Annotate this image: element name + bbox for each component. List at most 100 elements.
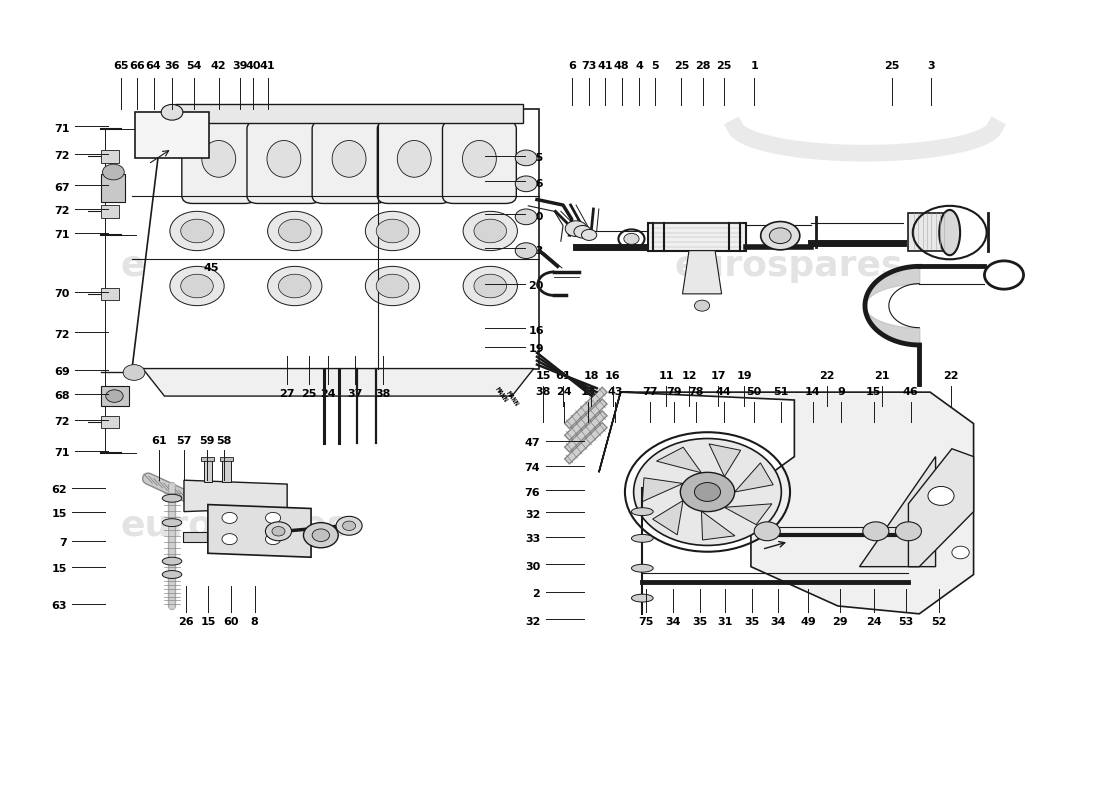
Circle shape [180, 219, 213, 242]
Text: 33: 33 [525, 534, 540, 544]
Text: 51: 51 [773, 387, 789, 397]
Text: 25: 25 [884, 61, 900, 71]
Text: 24: 24 [320, 389, 337, 398]
Polygon shape [735, 463, 773, 492]
Circle shape [515, 150, 537, 166]
Bar [101, 174, 125, 202]
Text: 10: 10 [528, 212, 543, 222]
Text: 25: 25 [673, 61, 689, 71]
Text: 47: 47 [525, 438, 540, 448]
Circle shape [222, 534, 238, 545]
Circle shape [582, 230, 596, 241]
Text: 66: 66 [130, 61, 145, 71]
Text: 9: 9 [837, 387, 845, 397]
Polygon shape [143, 369, 534, 396]
Ellipse shape [163, 494, 182, 502]
Text: 41: 41 [260, 61, 275, 71]
Text: MANN: MANN [505, 390, 519, 407]
Text: 26: 26 [178, 617, 194, 626]
Circle shape [267, 211, 322, 250]
Text: 61: 61 [151, 436, 167, 446]
Text: 23: 23 [528, 246, 543, 256]
Text: 24: 24 [866, 617, 881, 626]
Circle shape [265, 534, 280, 545]
FancyBboxPatch shape [312, 121, 386, 203]
Text: 39: 39 [233, 61, 249, 71]
Text: 22: 22 [820, 371, 835, 382]
Bar [101, 386, 129, 406]
Polygon shape [657, 447, 702, 473]
Polygon shape [208, 505, 311, 558]
Circle shape [342, 521, 355, 530]
Text: 71: 71 [54, 230, 70, 240]
Text: 62: 62 [51, 486, 67, 495]
Text: 16: 16 [605, 371, 620, 382]
Text: 77: 77 [642, 387, 658, 397]
Polygon shape [598, 392, 974, 614]
Bar [101, 205, 119, 218]
Text: 48: 48 [614, 61, 629, 71]
Circle shape [336, 516, 362, 535]
Text: 67: 67 [54, 182, 70, 193]
Circle shape [162, 105, 183, 120]
Text: 53: 53 [899, 617, 914, 626]
Circle shape [265, 513, 280, 523]
Circle shape [565, 221, 587, 237]
Polygon shape [710, 444, 740, 477]
Text: 65: 65 [113, 61, 129, 71]
Ellipse shape [267, 141, 300, 178]
Text: 34: 34 [666, 617, 681, 626]
Circle shape [761, 222, 800, 250]
Circle shape [463, 211, 517, 250]
Circle shape [574, 226, 592, 238]
Text: 15: 15 [866, 387, 881, 397]
Text: 22: 22 [943, 371, 958, 382]
Circle shape [515, 242, 537, 258]
Text: 76: 76 [525, 488, 540, 498]
Bar [222, 460, 231, 482]
Circle shape [222, 513, 238, 523]
Bar [183, 532, 207, 542]
Ellipse shape [163, 558, 182, 565]
Text: 37: 37 [346, 389, 362, 398]
Circle shape [694, 300, 710, 311]
FancyBboxPatch shape [182, 121, 255, 203]
Circle shape [169, 211, 224, 250]
Text: 7: 7 [59, 538, 67, 548]
Text: 79: 79 [666, 387, 682, 397]
Polygon shape [859, 457, 936, 566]
Circle shape [895, 522, 922, 541]
Text: 25: 25 [301, 389, 317, 398]
Text: 3: 3 [927, 61, 935, 71]
Bar [220, 457, 233, 462]
Text: 28: 28 [695, 61, 711, 71]
Ellipse shape [631, 564, 653, 572]
Text: 56: 56 [528, 179, 543, 189]
Text: 72: 72 [54, 330, 70, 340]
Text: 5: 5 [651, 61, 659, 71]
Text: 63: 63 [52, 601, 67, 611]
Text: 72: 72 [54, 206, 70, 216]
Text: 1: 1 [750, 61, 758, 71]
Text: 19: 19 [528, 344, 543, 354]
Text: 34: 34 [770, 617, 785, 626]
Text: 32: 32 [525, 617, 540, 626]
Circle shape [952, 546, 969, 558]
Text: 45: 45 [204, 263, 219, 273]
Text: 15: 15 [52, 509, 67, 519]
Text: 55: 55 [528, 153, 543, 163]
Circle shape [123, 365, 145, 380]
Text: eurospares: eurospares [121, 509, 350, 542]
Circle shape [474, 219, 507, 242]
Text: 52: 52 [931, 617, 946, 626]
Text: 12: 12 [681, 371, 696, 382]
Ellipse shape [397, 141, 431, 178]
Circle shape [304, 522, 338, 548]
Bar [204, 460, 212, 482]
Ellipse shape [462, 141, 496, 178]
Ellipse shape [631, 534, 653, 542]
Bar [648, 223, 746, 250]
Circle shape [694, 482, 720, 502]
Polygon shape [725, 504, 772, 525]
Circle shape [624, 234, 639, 244]
